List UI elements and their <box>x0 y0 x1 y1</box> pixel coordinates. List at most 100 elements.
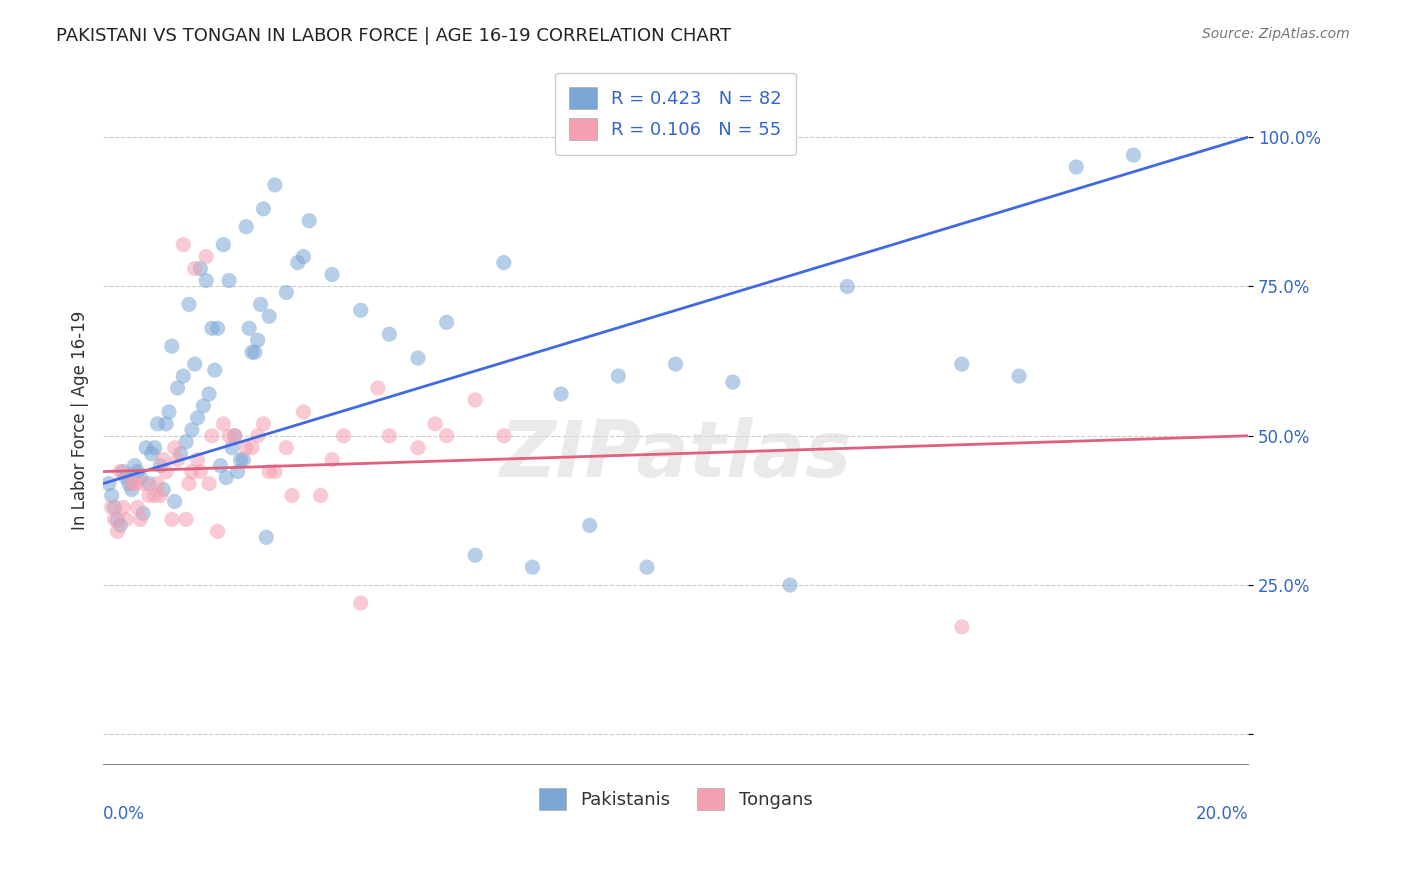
Point <box>143 489 166 503</box>
Text: Source: ZipAtlas.com: Source: ZipAtlas.com <box>1202 27 1350 41</box>
Point <box>1122 148 1144 162</box>
Point <box>464 548 486 562</box>
Point <box>107 524 129 539</box>
Point <box>135 441 157 455</box>
Point <box>378 327 401 342</box>
Point <box>721 375 744 389</box>
Point <box>129 512 152 526</box>
Point <box>292 250 315 264</box>
Point <box>166 381 188 395</box>
Point <box>207 321 229 335</box>
Point <box>127 500 149 515</box>
Point <box>292 405 315 419</box>
Point <box>187 410 209 425</box>
Point <box>464 392 486 407</box>
Point <box>124 458 146 473</box>
Point <box>132 507 155 521</box>
Point <box>263 465 285 479</box>
Point <box>423 417 446 431</box>
Point <box>350 596 373 610</box>
Point <box>367 381 389 395</box>
Point <box>180 465 202 479</box>
Point <box>103 512 125 526</box>
Point <box>276 441 298 455</box>
Point <box>321 268 343 282</box>
Point <box>224 429 246 443</box>
Point <box>664 357 686 371</box>
Point <box>172 237 194 252</box>
Point <box>254 530 277 544</box>
Point <box>115 512 138 526</box>
Point <box>155 465 177 479</box>
Point <box>212 417 235 431</box>
Point <box>129 470 152 484</box>
Point <box>183 357 205 371</box>
Point <box>252 417 274 431</box>
Point <box>198 476 221 491</box>
Point <box>235 441 257 455</box>
Point <box>190 261 212 276</box>
Point <box>257 310 280 324</box>
Point <box>252 202 274 216</box>
Point <box>406 351 429 366</box>
Point <box>246 333 269 347</box>
Point <box>522 560 544 574</box>
Point <box>149 458 172 473</box>
Point <box>169 447 191 461</box>
Point <box>240 441 263 455</box>
Legend: Pakistanis, Tongans: Pakistanis, Tongans <box>531 780 820 817</box>
Point <box>287 255 309 269</box>
Point <box>243 345 266 359</box>
Point <box>118 476 141 491</box>
Point <box>492 429 515 443</box>
Point <box>152 483 174 497</box>
Point <box>607 369 630 384</box>
Point <box>350 303 373 318</box>
Point <box>172 369 194 384</box>
Point <box>492 255 515 269</box>
Point <box>177 476 200 491</box>
Point <box>124 476 146 491</box>
Point <box>378 429 401 443</box>
Point <box>207 524 229 539</box>
Point <box>112 465 135 479</box>
Point <box>309 489 332 503</box>
Point <box>281 489 304 503</box>
Point <box>183 261 205 276</box>
Point <box>201 429 224 443</box>
Point <box>155 417 177 431</box>
Point <box>163 494 186 508</box>
Point <box>837 279 859 293</box>
Point <box>115 470 138 484</box>
Point <box>132 476 155 491</box>
Point <box>97 476 120 491</box>
Point <box>103 500 125 515</box>
Point <box>332 429 354 443</box>
Point <box>436 315 458 329</box>
Point <box>160 339 183 353</box>
Point <box>138 476 160 491</box>
Point <box>218 429 240 443</box>
Point <box>636 560 658 574</box>
Point <box>121 483 143 497</box>
Point <box>187 452 209 467</box>
Point <box>950 357 973 371</box>
Point <box>218 273 240 287</box>
Point <box>229 452 252 467</box>
Y-axis label: In Labor Force | Age 16-19: In Labor Force | Age 16-19 <box>72 311 89 531</box>
Text: ZIPatlas: ZIPatlas <box>499 417 852 493</box>
Point <box>321 452 343 467</box>
Point <box>177 297 200 311</box>
Point <box>246 429 269 443</box>
Point <box>201 321 224 335</box>
Point <box>221 441 243 455</box>
Point <box>212 237 235 252</box>
Point <box>112 500 135 515</box>
Point <box>263 178 285 192</box>
Point <box>110 518 132 533</box>
Point <box>436 429 458 443</box>
Point <box>107 512 129 526</box>
Point <box>100 500 122 515</box>
Point <box>257 465 280 479</box>
Point <box>174 434 197 449</box>
